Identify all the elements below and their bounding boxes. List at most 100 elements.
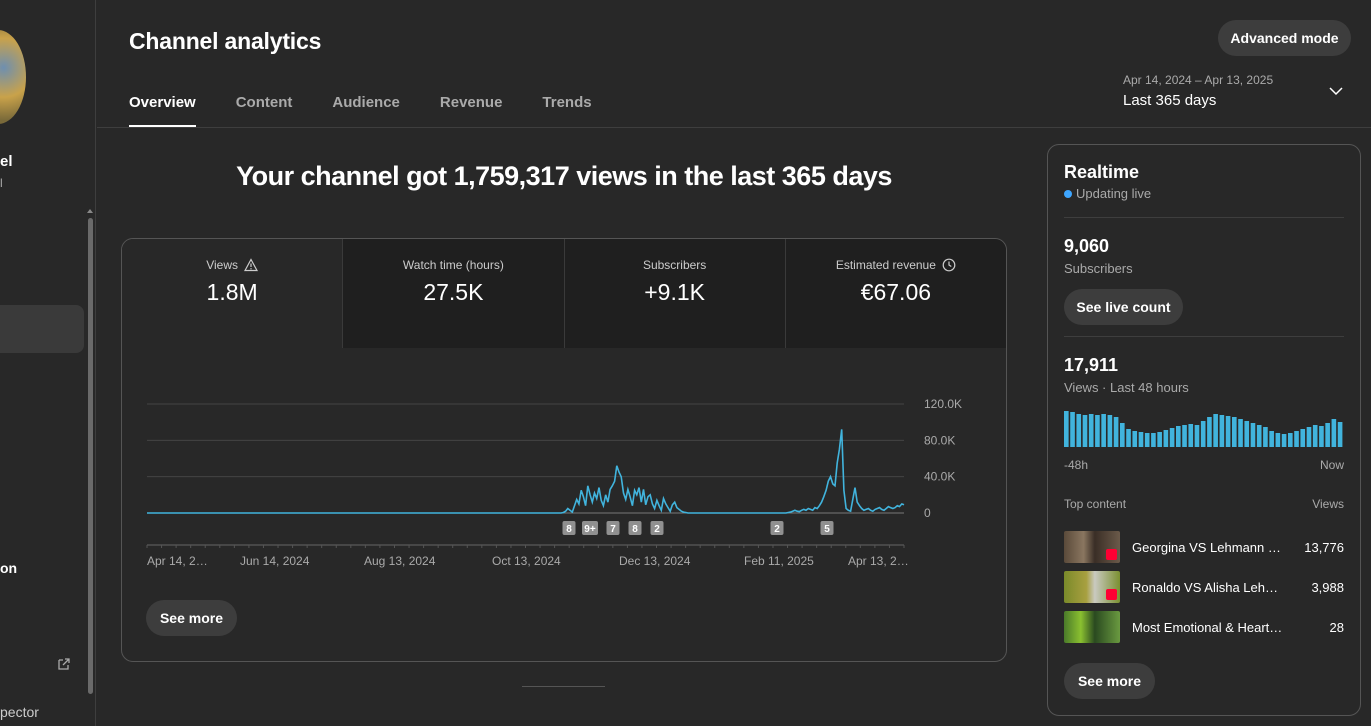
video-title: Most Emotional & Heartbrea… — [1132, 619, 1287, 635]
date-range-label[interactable]: Last 365 days — [1123, 92, 1217, 109]
top-content-row[interactable]: Most Emotional & Heartbrea… 28 — [1064, 611, 1344, 643]
metric-label: Subscribers — [642, 258, 707, 272]
realtime-bar[interactable] — [1256, 425, 1262, 447]
realtime-bar[interactable] — [1120, 423, 1125, 447]
realtime-bar[interactable] — [1151, 433, 1156, 447]
realtime-bar[interactable] — [1207, 417, 1212, 447]
tab-content[interactable]: Content — [235, 94, 293, 111]
video-marker[interactable]: 2 — [770, 521, 784, 535]
marker-label: 9+ — [584, 524, 596, 535]
sidebar-item-inspector[interactable]: pector — [0, 704, 39, 720]
video-marker[interactable]: 9+ — [582, 521, 598, 535]
realtime-bar[interactable] — [1095, 415, 1100, 447]
realtime-bar[interactable] — [1138, 432, 1144, 447]
metric-watch-time[interactable]: Watch time (hours) 27.5K — [342, 239, 564, 348]
advanced-mode-button[interactable]: Advanced mode — [1218, 20, 1351, 56]
realtime-axis-start: -48h — [1064, 458, 1089, 472]
views-line-chart[interactable]: 120.0K 80.0K 40.0K 0 8 9+ 7 8 2 2 5 Apr 14, 2… Jun 1… — [122, 349, 1006, 589]
realtime-bar[interactable] — [1188, 424, 1194, 447]
realtime-bar[interactable] — [1281, 434, 1287, 447]
realtime-bar[interactable] — [1169, 428, 1175, 447]
realtime-bar[interactable] — [1176, 426, 1181, 447]
left-sidebar: el l on pector — [0, 0, 96, 726]
realtime-bar[interactable] — [1319, 426, 1324, 447]
realtime-bar[interactable] — [1250, 423, 1256, 447]
realtime-bar[interactable] — [1232, 417, 1237, 447]
realtime-bar[interactable] — [1244, 421, 1250, 447]
realtime-bar[interactable] — [1219, 415, 1225, 447]
see-live-count-button[interactable]: See live count — [1064, 289, 1183, 325]
live-status-label: Updating live — [1076, 186, 1152, 201]
top-content-views-header: Views — [1312, 497, 1344, 511]
views-series-line — [147, 429, 905, 514]
realtime-subscribers-label: Subscribers — [1064, 261, 1133, 276]
realtime-bar[interactable] — [1269, 431, 1274, 447]
channel-avatar[interactable] — [0, 30, 26, 124]
video-marker[interactable]: 5 — [820, 521, 834, 535]
realtime-bar[interactable] — [1088, 414, 1094, 447]
metric-subscribers[interactable]: Subscribers +9.1K — [563, 239, 785, 348]
realtime-bar[interactable] — [1194, 425, 1200, 447]
realtime-bar[interactable] — [1157, 432, 1162, 447]
sidebar-scrollbar[interactable] — [88, 218, 93, 694]
divider — [1064, 217, 1344, 218]
see-more-button[interactable]: See more — [146, 600, 237, 636]
realtime-bar[interactable] — [1107, 415, 1113, 447]
realtime-bar[interactable] — [1213, 414, 1218, 447]
realtime-bar[interactable] — [1306, 427, 1312, 447]
metric-estimated-revenue[interactable]: Estimated revenue €67.06 — [784, 239, 1006, 348]
sidebar-channel-name: el — [0, 153, 13, 170]
realtime-bar[interactable] — [1225, 416, 1231, 447]
realtime-bar[interactable] — [1126, 429, 1131, 447]
realtime-bar[interactable] — [1064, 411, 1069, 447]
realtime-views-label: Views · Last 48 hours — [1064, 380, 1189, 395]
overview-card: Views 1.8M Watch time (hours) 27.5K Subs… — [121, 238, 1007, 662]
tab-revenue[interactable]: Revenue — [439, 94, 503, 111]
scroll-up-arrow-icon[interactable] — [87, 209, 93, 213]
realtime-bar[interactable] — [1337, 422, 1343, 447]
marker-box — [820, 521, 834, 535]
realtime-bar[interactable] — [1200, 421, 1206, 447]
realtime-bar[interactable] — [1294, 431, 1299, 447]
realtime-card: Realtime Updating live 9,060 Subscribers… — [1047, 144, 1361, 716]
external-link-icon[interactable] — [57, 657, 71, 671]
sidebar-item-analytics[interactable] — [0, 305, 84, 353]
realtime-bar[interactable] — [1331, 419, 1337, 447]
live-dot-icon — [1064, 189, 1072, 198]
metric-views[interactable]: Views 1.8M — [122, 239, 343, 348]
top-content-row[interactable]: Ronaldo VS Alisha Lehm… 3,988 — [1064, 571, 1344, 603]
video-marker[interactable]: 8 — [628, 521, 642, 535]
video-views: 28 — [1329, 619, 1344, 635]
realtime-bar[interactable] — [1070, 412, 1075, 447]
realtime-bar[interactable] — [1288, 433, 1293, 447]
realtime-bar[interactable] — [1238, 419, 1243, 447]
realtime-bar-chart[interactable] — [1064, 407, 1344, 447]
realtime-bar[interactable] — [1132, 431, 1138, 447]
realtime-see-more-button[interactable]: See more — [1064, 663, 1155, 699]
realtime-bar[interactable] — [1325, 423, 1330, 447]
realtime-bar[interactable] — [1082, 415, 1088, 447]
realtime-bar[interactable] — [1113, 417, 1119, 447]
realtime-bar[interactable] — [1263, 427, 1268, 447]
y-tick-label: 0 — [924, 506, 931, 520]
realtime-bar[interactable] — [1101, 414, 1106, 447]
tab-trends[interactable]: Trends — [542, 94, 592, 111]
realtime-bar[interactable] — [1182, 425, 1187, 447]
top-content-row[interactable]: Georgina VS Lehmann V… 13,776 — [1064, 531, 1344, 563]
chevron-down-icon[interactable] — [1328, 83, 1344, 99]
realtime-bar[interactable] — [1300, 429, 1306, 447]
realtime-bar[interactable] — [1275, 433, 1281, 447]
realtime-bar[interactable] — [1144, 433, 1150, 447]
realtime-bar[interactable] — [1312, 425, 1318, 447]
sidebar-item-label[interactable]: on — [0, 560, 18, 576]
realtime-bar[interactable] — [1076, 414, 1082, 447]
video-marker[interactable]: 7 — [606, 521, 620, 535]
tab-overview[interactable]: Overview — [129, 94, 196, 127]
video-marker[interactable]: 8 — [562, 521, 576, 535]
metric-value: +9.1K — [644, 279, 705, 305]
date-range-text[interactable]: Apr 14, 2024 – Apr 13, 2025 — [1123, 73, 1274, 87]
realtime-bar[interactable] — [1163, 430, 1169, 447]
tab-audience[interactable]: Audience — [332, 94, 400, 111]
marker-label: 8 — [566, 524, 572, 535]
video-marker[interactable]: 2 — [650, 521, 664, 535]
